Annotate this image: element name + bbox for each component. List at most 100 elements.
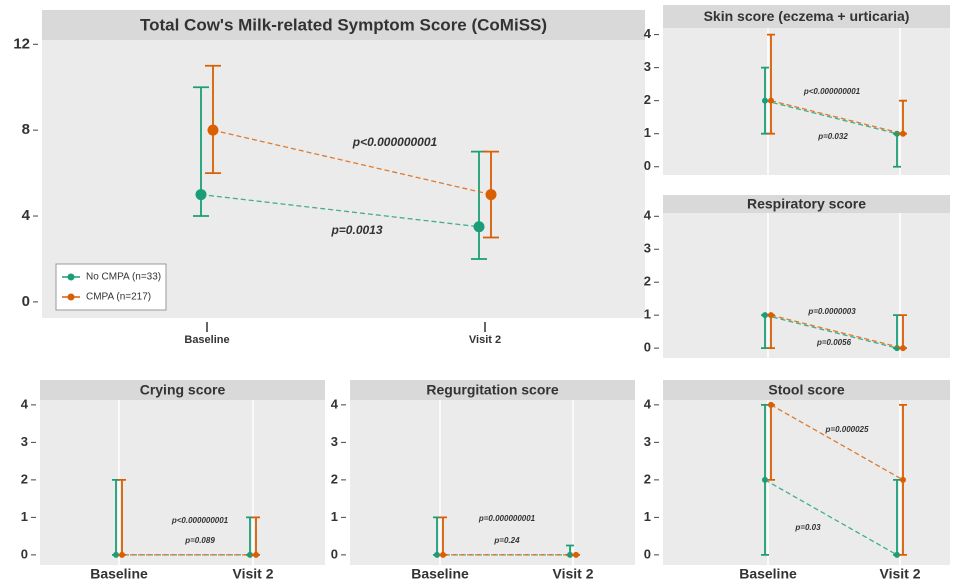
connector-line xyxy=(770,404,904,481)
y-tick-label: 1 xyxy=(644,307,651,322)
connector-line xyxy=(764,100,898,135)
y-tick-label: 1 xyxy=(644,125,651,140)
y-tick-label: 4 xyxy=(331,396,339,411)
y-tick-label: 4 xyxy=(644,208,652,223)
title-bar xyxy=(663,195,950,213)
p-value-annotation: p<0.000000001 xyxy=(803,87,861,96)
legend-swatch-dot xyxy=(67,273,75,281)
y-tick-label: 3 xyxy=(644,59,651,74)
y-tick-label: 2 xyxy=(644,471,651,486)
chart-title: Total Cow's Milk-related Symptom Score (… xyxy=(140,15,547,34)
y-tick-label: 12 xyxy=(13,35,30,52)
error-bar xyxy=(767,33,775,135)
p-value-annotation: p=0.0013 xyxy=(330,223,382,237)
connector-line xyxy=(770,100,904,135)
p-value-annotation: p=0.24 xyxy=(493,536,520,545)
mean-point xyxy=(207,124,219,136)
x-tick-label: Visit 2 xyxy=(469,334,501,346)
mean-point xyxy=(894,551,900,558)
y-tick-label: 0 xyxy=(22,293,30,310)
x-tick-label: Visit 2 xyxy=(553,566,594,581)
y-tick-label: 0 xyxy=(644,546,651,561)
y-tick-label: 4 xyxy=(644,396,652,411)
y-tick-label: 3 xyxy=(21,434,28,449)
mean-point xyxy=(762,312,768,319)
y-tick-label: 2 xyxy=(644,274,651,289)
legend-box xyxy=(55,263,167,311)
legend-label: CMPA (n=217) xyxy=(86,292,151,303)
plot-area xyxy=(663,213,950,358)
mean-point xyxy=(434,551,440,558)
mean-point xyxy=(567,551,573,558)
p-value-annotation: p<0.000000001 xyxy=(171,516,229,525)
y-tick-label: 1 xyxy=(331,509,338,524)
connector-line xyxy=(764,314,898,349)
x-tick-label: Baseline xyxy=(739,566,797,581)
y-tick-label: 4 xyxy=(644,26,652,41)
y-tick-label: 1 xyxy=(21,509,28,524)
y-tick-label: 1 xyxy=(644,509,651,524)
chart-title: Regurgitation score xyxy=(426,382,558,398)
y-tick-label: 2 xyxy=(644,92,651,107)
y-tick-label: 0 xyxy=(644,158,651,173)
title-bar xyxy=(40,380,325,400)
y-tick-label: 8 xyxy=(22,121,30,138)
mean-point xyxy=(762,476,768,483)
mean-point xyxy=(440,551,446,558)
connector-line xyxy=(770,314,904,349)
mean-point xyxy=(900,476,906,483)
mean-point xyxy=(900,345,906,352)
title-bar xyxy=(350,380,635,400)
p-value-annotation: p<0.000000001 xyxy=(352,135,438,149)
mean-point xyxy=(768,312,774,319)
mean-point xyxy=(195,189,207,201)
x-tick-label: Visit 2 xyxy=(233,566,274,581)
mean-point xyxy=(900,130,906,137)
y-tick-label: 0 xyxy=(644,340,651,355)
y-tick-label: 0 xyxy=(331,546,338,561)
mean-point xyxy=(113,551,119,558)
mean-point xyxy=(768,97,774,104)
p-value-annotation: p=0.089 xyxy=(184,536,215,545)
y-tick-label: 2 xyxy=(331,471,338,486)
x-tick-label: Baseline xyxy=(411,566,469,581)
p-value-annotation: p=0.0000003 xyxy=(807,307,856,316)
chart-title: Skin score (eczema + urticaria) xyxy=(704,8,910,24)
mean-point xyxy=(119,551,125,558)
legend-label: No CMPA (n=33) xyxy=(86,272,161,283)
title-bar xyxy=(663,5,950,28)
mean-point xyxy=(573,551,579,558)
mean-point xyxy=(473,221,485,233)
mean-point xyxy=(485,189,497,201)
legend-swatch-dot xyxy=(67,293,75,301)
mean-point xyxy=(762,97,768,104)
y-tick-label: 2 xyxy=(21,471,28,486)
plot-area xyxy=(350,400,635,565)
title-bar xyxy=(42,10,645,40)
y-tick-label: 4 xyxy=(21,396,29,411)
p-value-annotation: p=0.000025 xyxy=(825,425,869,434)
mean-point xyxy=(768,401,774,408)
x-tick-label: Baseline xyxy=(184,334,229,346)
p-value-annotation: p=0.000000001 xyxy=(478,514,536,523)
x-tick-label: Visit 2 xyxy=(880,566,921,581)
chart-title: Respiratory score xyxy=(747,196,866,212)
mean-point xyxy=(253,551,259,558)
p-value-annotation: p=0.03 xyxy=(794,523,821,532)
connector-line xyxy=(200,193,480,228)
p-value-annotation: p=0.0056 xyxy=(816,338,852,347)
y-tick-label: 3 xyxy=(644,241,651,256)
title-bar xyxy=(663,380,950,400)
plot-area xyxy=(40,400,325,565)
y-tick-label: 3 xyxy=(644,434,651,449)
x-tick-label: Baseline xyxy=(90,566,148,581)
y-tick-label: 3 xyxy=(331,434,338,449)
y-tick-label: 4 xyxy=(22,207,31,224)
error-bar xyxy=(205,64,221,174)
p-value-annotation: p=0.032 xyxy=(817,132,848,141)
chart-title: Stool score xyxy=(768,382,844,398)
y-tick-label: 0 xyxy=(21,546,28,561)
chart-title: Crying score xyxy=(140,382,226,398)
connector-line xyxy=(764,479,898,556)
